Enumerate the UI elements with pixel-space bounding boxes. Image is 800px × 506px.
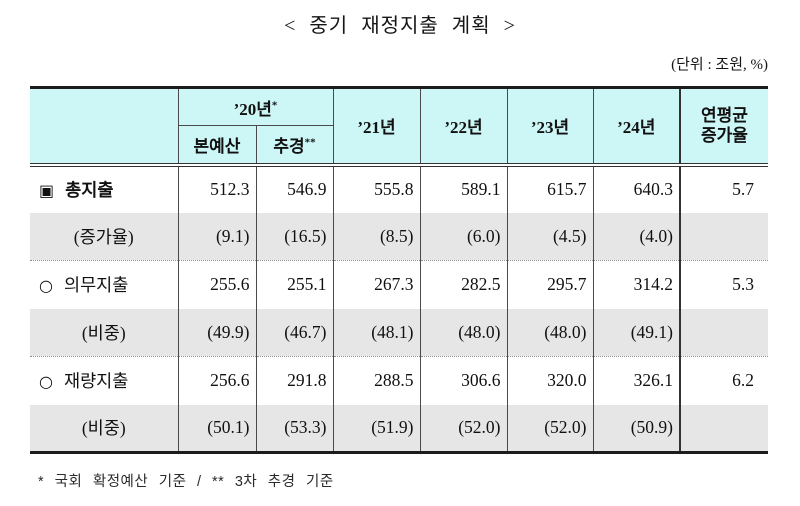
row-label-discretionary-expenditure: ○ 재량지출 (30, 356, 179, 405)
value-cell: (8.5) (333, 212, 421, 261)
value-cell: 291.8 (256, 356, 334, 405)
table-row-mandatory-expenditure: ○ 의무지출 255.6 255.1 267.3 282.5 295.7 314.… (30, 260, 768, 309)
value-cell: (46.7) (256, 308, 334, 357)
table-row-growth-rate: (증가율) (9.1) (16.5) (8.5) (6.0) (4.5) (4.… (30, 212, 768, 261)
row-label-share: (비중) (30, 308, 179, 357)
value-cell: (49.9) (178, 308, 257, 357)
value-cell: 282.5 (420, 260, 508, 309)
header-year-2021: ’21년 (333, 87, 421, 167)
avg-growth-cell (679, 404, 768, 453)
value-cell: (49.1) (593, 308, 681, 357)
avg-growth-cell: 5.7 (679, 164, 768, 213)
row-label-mandatory-expenditure: ○ 의무지출 (30, 260, 179, 309)
value-cell: 267.3 (333, 260, 421, 309)
avg-growth-cell (679, 212, 768, 261)
value-cell: (9.1) (178, 212, 257, 261)
value-cell: 256.6 (178, 356, 257, 405)
table-row-mandatory-share: (비중) (49.9) (46.7) (48.1) (48.0) (48.0) … (30, 308, 768, 357)
circle-bullet-icon: ○ (39, 276, 53, 296)
value-cell: 555.8 (333, 164, 421, 213)
value-cell: 255.1 (256, 260, 334, 309)
value-cell: 288.5 (333, 356, 421, 405)
value-cell: 589.1 (420, 164, 508, 213)
value-cell: 314.2 (593, 260, 681, 309)
avg-growth-cell (679, 308, 768, 357)
value-cell: (48.1) (333, 308, 421, 357)
value-cell: 306.6 (420, 356, 508, 405)
value-cell: (51.9) (333, 404, 421, 453)
value-cell: (6.0) (420, 212, 508, 261)
value-cell: (52.0) (507, 404, 594, 453)
header-year-2022: ’22년 (420, 87, 508, 167)
value-cell: 326.1 (593, 356, 681, 405)
row-label-text: 재량지출 (63, 371, 129, 392)
value-cell: (48.0) (507, 308, 594, 357)
table-row-discretionary-expenditure: ○ 재량지출 256.6 291.8 288.5 306.6 320.0 326.… (30, 356, 768, 405)
value-cell: 640.3 (593, 164, 681, 213)
square-bullet-icon: ▣ (39, 181, 55, 200)
value-cell: 255.6 (178, 260, 257, 309)
table-row-total-expenditure: ▣ 총지출 512.3 546.9 555.8 589.1 615.7 640.3… (30, 164, 768, 213)
value-cell: (4.5) (507, 212, 594, 261)
value-cell: (50.1) (178, 404, 257, 453)
row-label-growth-rate: (증가율) (30, 212, 179, 261)
page-title: < 중기 재정지출 계획 > (284, 15, 516, 37)
value-cell: (52.0) (420, 404, 508, 453)
row-label-share: (비중) (30, 404, 179, 453)
value-cell: 320.0 (507, 356, 594, 405)
header-supplementary-text: 추경 (273, 136, 305, 156)
value-cell: 295.7 (507, 260, 594, 309)
value-cell: (53.3) (256, 404, 334, 453)
header-year-2020: ’20년* (178, 87, 334, 126)
unit-note: (단위 : 조원, %) (671, 57, 768, 73)
header-year-2020-text: ’20년 (233, 99, 272, 119)
fiscal-expenditure-table: ’20년* ’21년 ’22년 ’23년 ’24년 연평균 증가율 본예산 추경… (30, 86, 768, 454)
header-avg-line1: 연평균 (701, 106, 748, 126)
value-cell: (4.0) (593, 212, 681, 261)
value-cell: (50.9) (593, 404, 681, 453)
avg-growth-cell: 6.2 (679, 356, 768, 405)
value-cell: 546.9 (256, 164, 334, 213)
avg-growth-cell: 5.3 (679, 260, 768, 309)
header-avg-line2: 증가율 (701, 125, 748, 145)
header-main-budget: 본예산 (178, 125, 257, 167)
header-annual-average-growth: 연평균 증가율 (679, 87, 768, 167)
footnote: * 국회 확정예산 기준 / ** 3차 추경 기준 (38, 474, 334, 490)
footnote-marker-double: ** (304, 136, 316, 149)
value-cell: 615.7 (507, 164, 594, 213)
value-cell: (48.0) (420, 308, 508, 357)
circle-bullet-icon: ○ (39, 372, 53, 392)
table-row-discretionary-share: (비중) (50.1) (53.3) (51.9) (52.0) (52.0) … (30, 404, 768, 453)
value-cell: 512.3 (178, 164, 257, 213)
header-row-label-spacer (30, 87, 179, 167)
header-year-2024: ’24년 (593, 87, 681, 167)
row-label-text: 의무지출 (63, 275, 129, 296)
header-year-2023: ’23년 (507, 87, 594, 167)
row-label-text: 총지출 (65, 180, 114, 200)
value-cell: (16.5) (256, 212, 334, 261)
header-supplementary-budget: 추경** (256, 125, 334, 167)
footnote-marker-single: * (271, 98, 278, 111)
row-label-total-expenditure: ▣ 총지출 (30, 164, 179, 213)
